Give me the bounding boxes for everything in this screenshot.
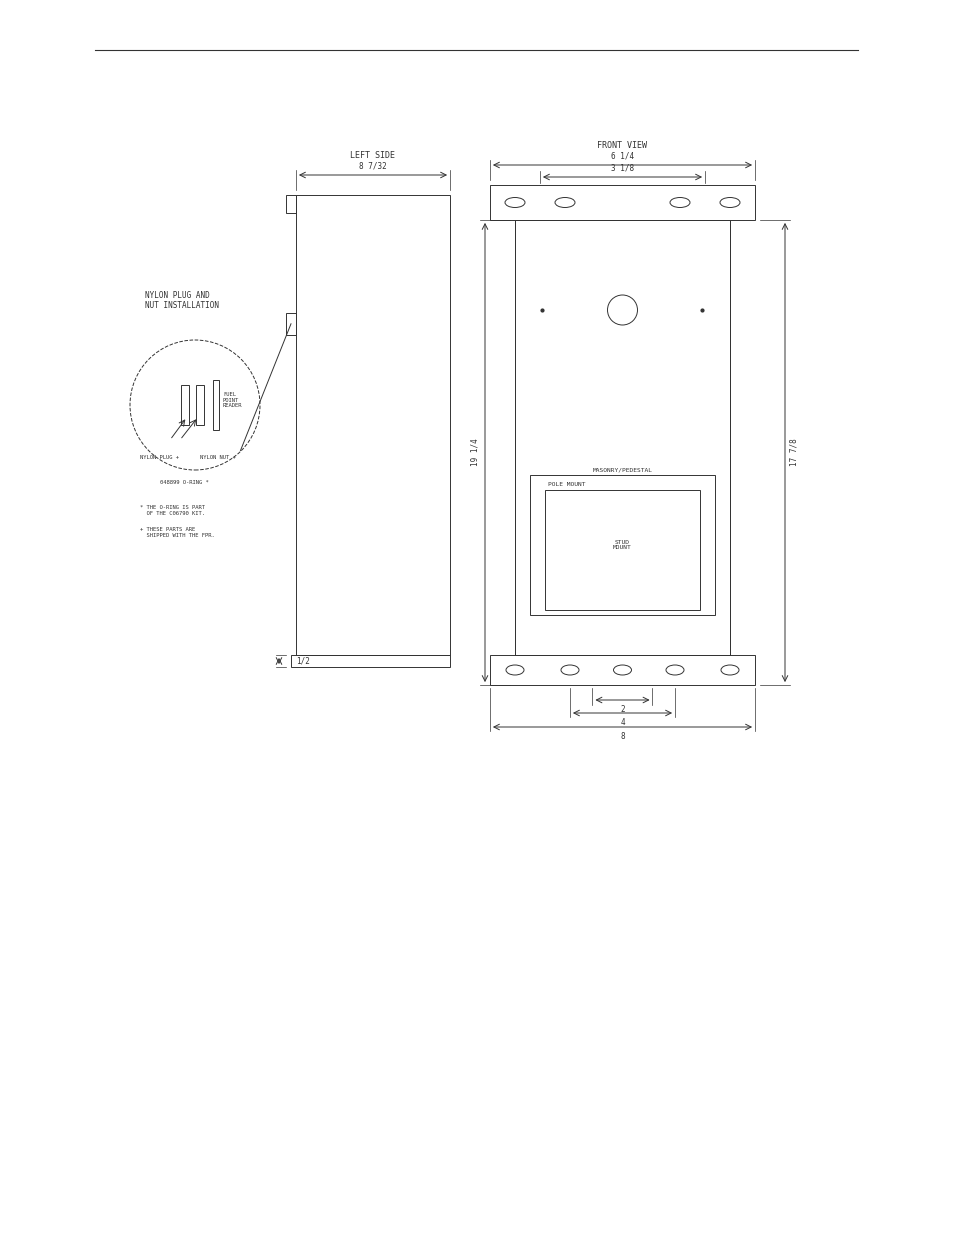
Bar <box>515 220 729 655</box>
Bar <box>286 312 295 335</box>
Text: FUEL
POINT
READER: FUEL POINT READER <box>223 391 242 409</box>
Bar <box>181 385 189 425</box>
Bar <box>515 220 729 655</box>
Text: NYLON PLUG +: NYLON PLUG + <box>140 454 179 459</box>
Text: 1/2: 1/2 <box>295 657 310 666</box>
Text: 8: 8 <box>619 732 624 741</box>
Text: 4: 4 <box>619 718 624 727</box>
Bar <box>490 185 754 220</box>
Bar <box>490 655 754 685</box>
Text: 17 7/8: 17 7/8 <box>789 438 799 467</box>
Text: MASONRY/PEDESTAL: MASONRY/PEDESTAL <box>592 467 652 472</box>
Text: 048899 O-RING *: 048899 O-RING * <box>160 480 209 485</box>
Text: 3 1/8: 3 1/8 <box>610 163 634 172</box>
Bar <box>213 380 219 430</box>
Text: 2: 2 <box>619 705 624 714</box>
Text: 19 1/4: 19 1/4 <box>471 438 479 467</box>
Text: FRONT VIEW: FRONT VIEW <box>597 141 647 149</box>
Text: POLE MOUNT: POLE MOUNT <box>547 482 585 487</box>
Bar <box>530 475 714 615</box>
Bar <box>295 195 450 655</box>
Text: + THESE PARTS ARE
  SHIPPED WITH THE FPR.: + THESE PARTS ARE SHIPPED WITH THE FPR. <box>140 527 214 537</box>
Bar <box>291 655 450 667</box>
Text: NYLON PLUG AND
NUT INSTALLATION: NYLON PLUG AND NUT INSTALLATION <box>145 290 219 310</box>
Text: NYLON NUT +: NYLON NUT + <box>200 454 235 459</box>
Text: STUD
MOUNT: STUD MOUNT <box>613 540 631 551</box>
Bar <box>544 490 700 610</box>
Text: * THE O-RING IS PART
  OF THE C06790 KIT.: * THE O-RING IS PART OF THE C06790 KIT. <box>140 505 205 516</box>
Text: 6 1/4: 6 1/4 <box>610 151 634 161</box>
Bar <box>286 195 295 212</box>
Text: 8 7/32: 8 7/32 <box>358 161 387 170</box>
Bar <box>195 385 204 425</box>
Text: LEFT SIDE: LEFT SIDE <box>350 151 395 161</box>
